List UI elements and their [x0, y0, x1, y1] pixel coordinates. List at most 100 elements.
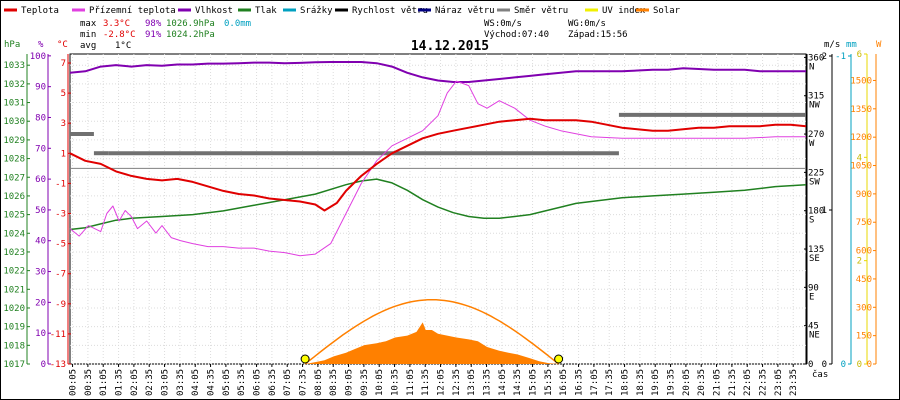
series-prizemni-teplota — [69, 80, 806, 257]
axis-tick-label-pct: 100 — [30, 52, 46, 62]
x-tick-label: 05:35 — [237, 369, 247, 396]
axis-tick-label-pct: 50 — [35, 206, 46, 216]
x-tick-label: 13:35 — [483, 369, 493, 396]
x-tick-label: 06:05 — [253, 369, 263, 396]
legend-label: Srážky — [300, 6, 333, 16]
axis-unit-temp: °C — [57, 40, 68, 50]
x-tick-label: 19:05 — [651, 369, 661, 396]
axis-tick-label-compass: NE — [809, 331, 820, 341]
x-tick-label: 00:05 — [69, 369, 79, 396]
axes: 1033103210311030102910281027102610251024… — [3, 50, 877, 370]
axis-tick-label-hpa: 1031 — [3, 99, 25, 109]
x-tick-label: 08:35 — [329, 369, 339, 396]
x-tick-label: 04:35 — [207, 369, 217, 396]
axis-tick-label-compass: W — [809, 139, 815, 149]
x-tick-label: 11:05 — [406, 369, 416, 396]
axis-tick-label-hpa: 1029 — [3, 136, 25, 146]
x-tick-label: 09:35 — [360, 369, 370, 396]
x-tick-label: 21:05 — [713, 369, 723, 396]
stats-avg-temp: 1°C — [115, 41, 131, 51]
axis-tick-label-pct: 60 — [35, 175, 46, 185]
axis-unit-pct: % — [38, 40, 44, 50]
axis-tick-label-compass: SW — [809, 177, 820, 187]
axis-tick-label-temp: -7 — [55, 270, 66, 280]
axis-tick-label-hpa: 1017 — [3, 360, 25, 370]
x-ticks: 00:05 00:35 01:05 01:35 02:05 02:35 03:05 03:35… — [69, 364, 799, 396]
stats-max-press: 1026.9hPa — [166, 19, 215, 29]
x-tick-label: 23:35 — [789, 369, 799, 396]
axis-tick-label-hpa: 1026 — [3, 192, 25, 202]
x-tick-label: 10:05 — [375, 369, 385, 396]
legend-label: Náraz větru — [435, 6, 495, 16]
axis-tick-label-uv: 2 — [857, 257, 862, 267]
stats-sunrise: Východ:07:40 — [484, 30, 549, 40]
axis-tick-label-uv: 0 — [857, 360, 862, 370]
axis-unit-mm: mm — [846, 40, 857, 50]
axis-tick-label-pct: 90 — [35, 83, 46, 93]
x-tick-label: 16:35 — [575, 369, 585, 396]
axis-tick-label-w: 900 — [856, 190, 872, 200]
series-solar-max — [304, 298, 560, 365]
axis-tick-label-hpa: 1027 — [3, 173, 25, 183]
series-solar — [305, 322, 559, 364]
x-tick-label: 15:05 — [529, 369, 539, 396]
x-tick-label: 03:35 — [176, 369, 186, 396]
x-tick-label: 14:35 — [513, 369, 523, 396]
x-tick-label: 04:05 — [191, 369, 201, 396]
x-tick-label: 02:05 — [130, 369, 140, 396]
x-tick-label: 01:35 — [115, 369, 125, 396]
stats-avg-label: avg — [80, 41, 96, 51]
legend-label: Vlhkost — [195, 6, 233, 16]
x-tick-label: 16:05 — [559, 369, 569, 396]
axis-tick-label-hpa: 1030 — [3, 117, 25, 127]
axis-tick-label-w: 1350 — [850, 105, 872, 115]
stats-min-press: 1024.2hPa — [166, 30, 215, 40]
x-tick-label: 23:05 — [774, 369, 784, 396]
axis-tick-label-pct: 70 — [35, 144, 46, 154]
axis-tick-label-hpa: 1025 — [3, 211, 25, 221]
x-tick-label: 11:35 — [421, 369, 431, 396]
axis-tick-label-uv: 6 — [857, 50, 862, 60]
axis-tick-label-compass: N — [809, 62, 814, 72]
stats-min-label: min — [80, 30, 96, 40]
axis-tick-label-pct: 30 — [35, 268, 46, 278]
axis-tick-label-pct: 20 — [35, 298, 46, 308]
axis-tick-label-temp: -9 — [55, 300, 66, 310]
axis-tick-label-hpa: 1021 — [3, 285, 25, 295]
axis-tick-label-ms: 2 — [822, 52, 827, 62]
series-vlhkost — [69, 61, 806, 83]
x-tick-label: 18:35 — [636, 369, 646, 396]
x-axis-label: čas — [812, 369, 828, 380]
x-tick-label: 15:35 — [544, 369, 554, 396]
x-tick-label: 18:05 — [621, 369, 631, 396]
x-tick-label: 07:35 — [299, 369, 309, 396]
stats-min-hum: 91% — [145, 30, 162, 40]
x-tick-label: 12:05 — [437, 369, 447, 396]
x-tick-label: 22:35 — [759, 369, 769, 396]
axis-tick-label-w: 1200 — [850, 133, 872, 143]
x-tick-label: 03:05 — [161, 369, 171, 396]
axis-tick-label-temp: -11 — [50, 330, 66, 340]
sunrise-marker — [300, 354, 310, 364]
stats-max-rain: 0.0mm — [224, 19, 251, 29]
x-tick-label: 17:35 — [605, 369, 615, 396]
axis-tick-label-hpa: 1028 — [3, 155, 25, 165]
stats-ws: WS:0m/s — [484, 19, 522, 29]
x-tick-label: 06:35 — [268, 369, 278, 396]
legend-label: UV index — [602, 6, 646, 16]
x-tick-label: 08:05 — [314, 369, 324, 396]
x-tick-label: 09:05 — [345, 369, 355, 396]
axis-tick-label-pct: 10 — [35, 329, 46, 339]
axis-tick-label-dir: 270 — [808, 130, 824, 140]
axis-tick-label-pct: 40 — [35, 237, 46, 247]
axis-unit-ms: m/s — [824, 40, 840, 50]
axis-tick-label-hpa: 1019 — [3, 323, 25, 333]
axis-tick-label-compass: SE — [809, 254, 820, 264]
series-tlak — [69, 178, 807, 231]
axis-tick-label-dir: 360 — [808, 53, 824, 63]
legend: Teplota Přízemní teplota Vlhkost Tlak Srážky… — [4, 6, 681, 16]
axis-tick-label-pct: 0 — [41, 360, 46, 370]
x-tick-label: 02:35 — [145, 369, 155, 396]
axis-tick-label-hpa: 1023 — [3, 248, 25, 258]
